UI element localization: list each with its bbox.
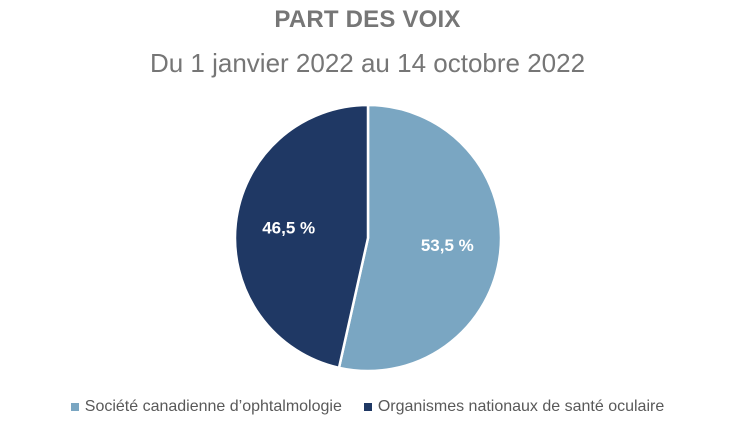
- pie-slice-organismes: [233, 103, 370, 370]
- data-label-societe: 53,5 %: [421, 236, 474, 255]
- legend-item-organismes: Organismes nationaux de santé oculaire: [363, 398, 665, 416]
- legend-item-societe: Société canadienne d’ophtalmologie: [70, 398, 342, 416]
- legend-label-societe: Société canadienne d’ophtalmologie: [84, 398, 342, 415]
- data-label-organismes: 46,5 %: [262, 219, 315, 238]
- legend-label-organismes: Organismes nationaux de santé oculaire: [377, 398, 665, 415]
- chart-subtitle: Du 1 janvier 2022 au 14 octobre 2022: [149, 48, 586, 78]
- chart-title: PART DES VOIX: [274, 6, 461, 33]
- chart-legend: Société canadienne d’ophtalmologie Organ…: [0, 398, 735, 416]
- legend-swatch-societe: [70, 403, 79, 411]
- pie-slice-societe: [337, 103, 503, 373]
- legend-swatch-organismes: [363, 403, 372, 411]
